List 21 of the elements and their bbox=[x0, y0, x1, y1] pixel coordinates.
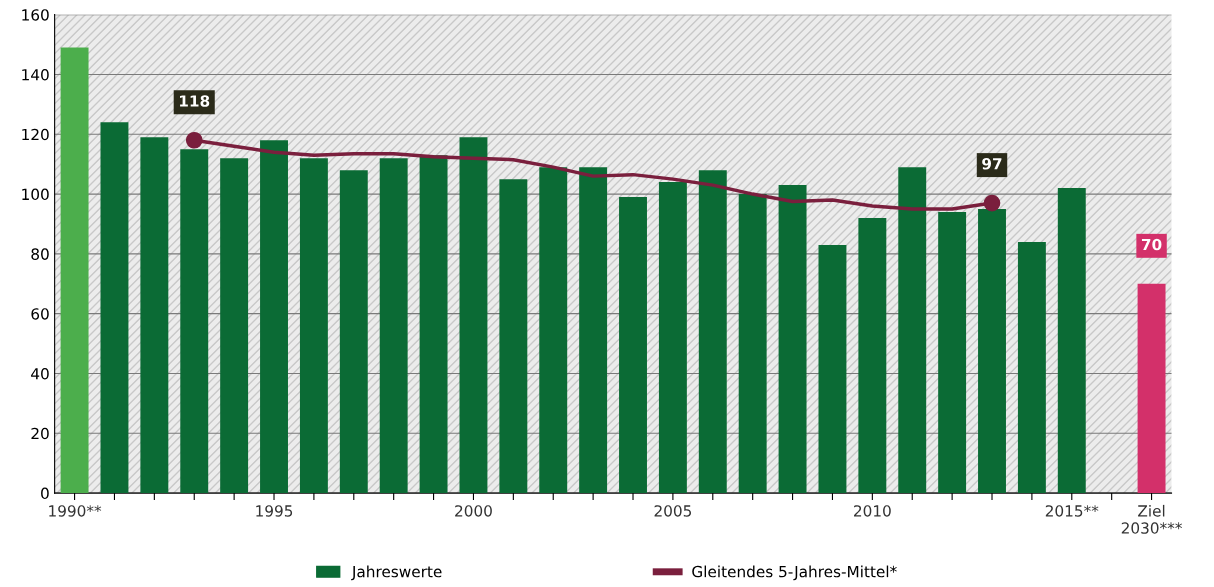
y-tick-label: 0 bbox=[41, 487, 49, 500]
y-tick-label: 120 bbox=[22, 128, 49, 141]
y-tick-label: 160 bbox=[22, 9, 49, 21]
x-tick-label: 2005 bbox=[654, 505, 692, 517]
x-tick-label: 1995 bbox=[256, 505, 293, 517]
data-label: 97 bbox=[982, 157, 1002, 170]
y-tick-label: 80 bbox=[31, 248, 49, 260]
legend-label: Gleitendes 5-Jahres-Mittel* bbox=[692, 565, 897, 581]
y-tick-label: 100 bbox=[22, 188, 49, 201]
y-tick-label: 20 bbox=[31, 427, 49, 440]
y-tick-label: 140 bbox=[22, 68, 49, 81]
x-tick-label: Ziel 2030*** bbox=[1121, 504, 1183, 534]
x-tick-label: 2015** bbox=[1045, 505, 1099, 517]
y-tick-label: 40 bbox=[31, 367, 49, 380]
x-tick-label: 1990** bbox=[49, 505, 102, 517]
x-tick-label: 2010 bbox=[854, 505, 891, 517]
data-label: 118 bbox=[180, 95, 210, 107]
data-label: 70 bbox=[1141, 238, 1162, 251]
y-tick-label: 60 bbox=[31, 308, 49, 320]
legend-label: Jahreswerte bbox=[351, 565, 442, 581]
x-tick-label: 2000 bbox=[455, 505, 492, 517]
